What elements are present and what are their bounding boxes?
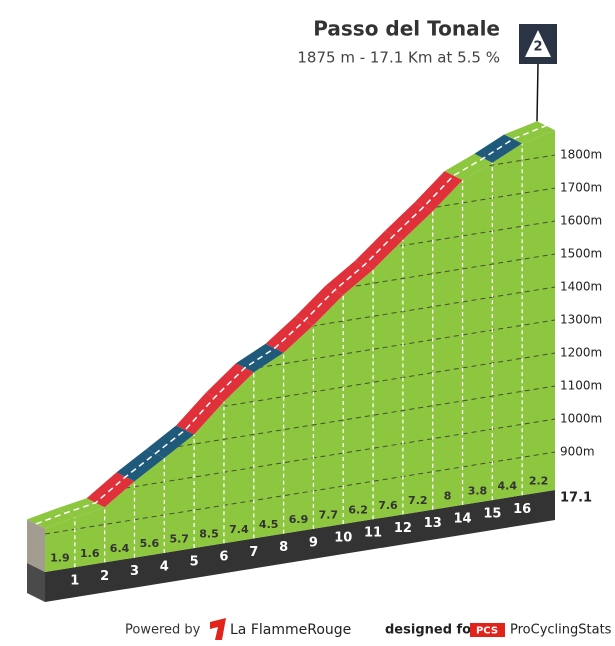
gradient-label: 7.2 (408, 494, 428, 507)
site-name: ProCyclingStats (510, 623, 612, 638)
gradient-label: 7.6 (378, 499, 398, 512)
powered-by: Powered by (125, 623, 201, 638)
y-tick-label: 1500m (560, 247, 602, 261)
summit-line (536, 63, 539, 122)
profile-face (45, 130, 555, 573)
x-end-label: 17.1 (560, 490, 592, 505)
x-tick-label: 12 (394, 521, 412, 536)
footer: Powered by La FlammeRouge designed for P… (125, 618, 612, 640)
gradient-label: 4.4 (498, 480, 518, 493)
gradient-label: 4.5 (259, 518, 279, 531)
category-badge: 2 (519, 24, 557, 64)
designed-for: designed for (385, 623, 478, 638)
gradient-label: 8 (444, 489, 452, 502)
side-base (27, 563, 45, 602)
y-tick-label: 1800m (560, 147, 602, 161)
gradient-label: 6.4 (110, 542, 130, 555)
y-tick-label: 1000m (560, 412, 602, 426)
x-tick-label: 11 (364, 526, 382, 541)
y-tick-label: 900m (560, 445, 595, 459)
pcs-logo-text: PCS (476, 626, 498, 637)
badge-label: 2 (533, 40, 542, 55)
chart-subtitle: 1875 m - 17.1 Km at 5.5 % (297, 49, 500, 67)
gradient-label: 6.2 (348, 504, 368, 517)
plot: 900m 1000m 1100m 1200m 1300m 1400m 1500m 1600m 1… (27, 63, 602, 602)
y-tick-label: 1300m (560, 313, 602, 327)
gradient-label: 6.9 (289, 513, 309, 526)
y-tick-label: 1600m (560, 214, 602, 228)
gradient-label: 2.2 (529, 475, 549, 488)
x-tick-label: 13 (424, 516, 442, 531)
x-tick-label: 9 (309, 535, 318, 550)
y-tick-label: 1700m (560, 181, 602, 195)
x-tick-label: 10 (334, 531, 352, 546)
road-segment (414, 171, 463, 212)
road-segment (146, 425, 195, 459)
gradient-label: 5.6 (140, 537, 160, 550)
gradient-label: 1.9 (50, 552, 70, 565)
y-tick-label: 1400m (560, 280, 602, 294)
gradient-label: 3.8 (468, 484, 488, 497)
x-tick-label: 5 (190, 555, 199, 570)
x-tick-label: 4 (160, 559, 169, 574)
x-tick-label: 16 (513, 502, 531, 517)
x-tick-label: 2 (100, 569, 109, 584)
x-tick-label: 6 (219, 550, 228, 565)
gradient-label: 5.7 (169, 532, 189, 545)
brand-logo (210, 618, 226, 640)
gradient-label: 7.7 (319, 508, 339, 521)
gradient-label: 7.4 (229, 523, 249, 536)
side-face (27, 519, 45, 572)
pcs-logo (470, 623, 505, 637)
gradient-label: 8.5 (199, 528, 219, 541)
x-tick-label: 14 (453, 511, 471, 526)
x-tick-label: 8 (279, 540, 288, 555)
x-tick-label: 3 (130, 564, 139, 579)
brand: La FlammeRouge (230, 622, 351, 638)
x-tick-label: 7 (249, 545, 258, 560)
badge-triangle (525, 30, 551, 57)
y-tick-label: 1200m (560, 346, 602, 360)
x-tick-label: 1 (70, 574, 79, 589)
road-centerline (35, 125, 547, 525)
gradient-label: 1.6 (80, 547, 100, 560)
base-band (45, 489, 555, 602)
chart-title: Passo del Tonale (313, 17, 500, 41)
y-tick-label: 1100m (560, 379, 602, 393)
x-tick-label: 15 (483, 507, 501, 522)
